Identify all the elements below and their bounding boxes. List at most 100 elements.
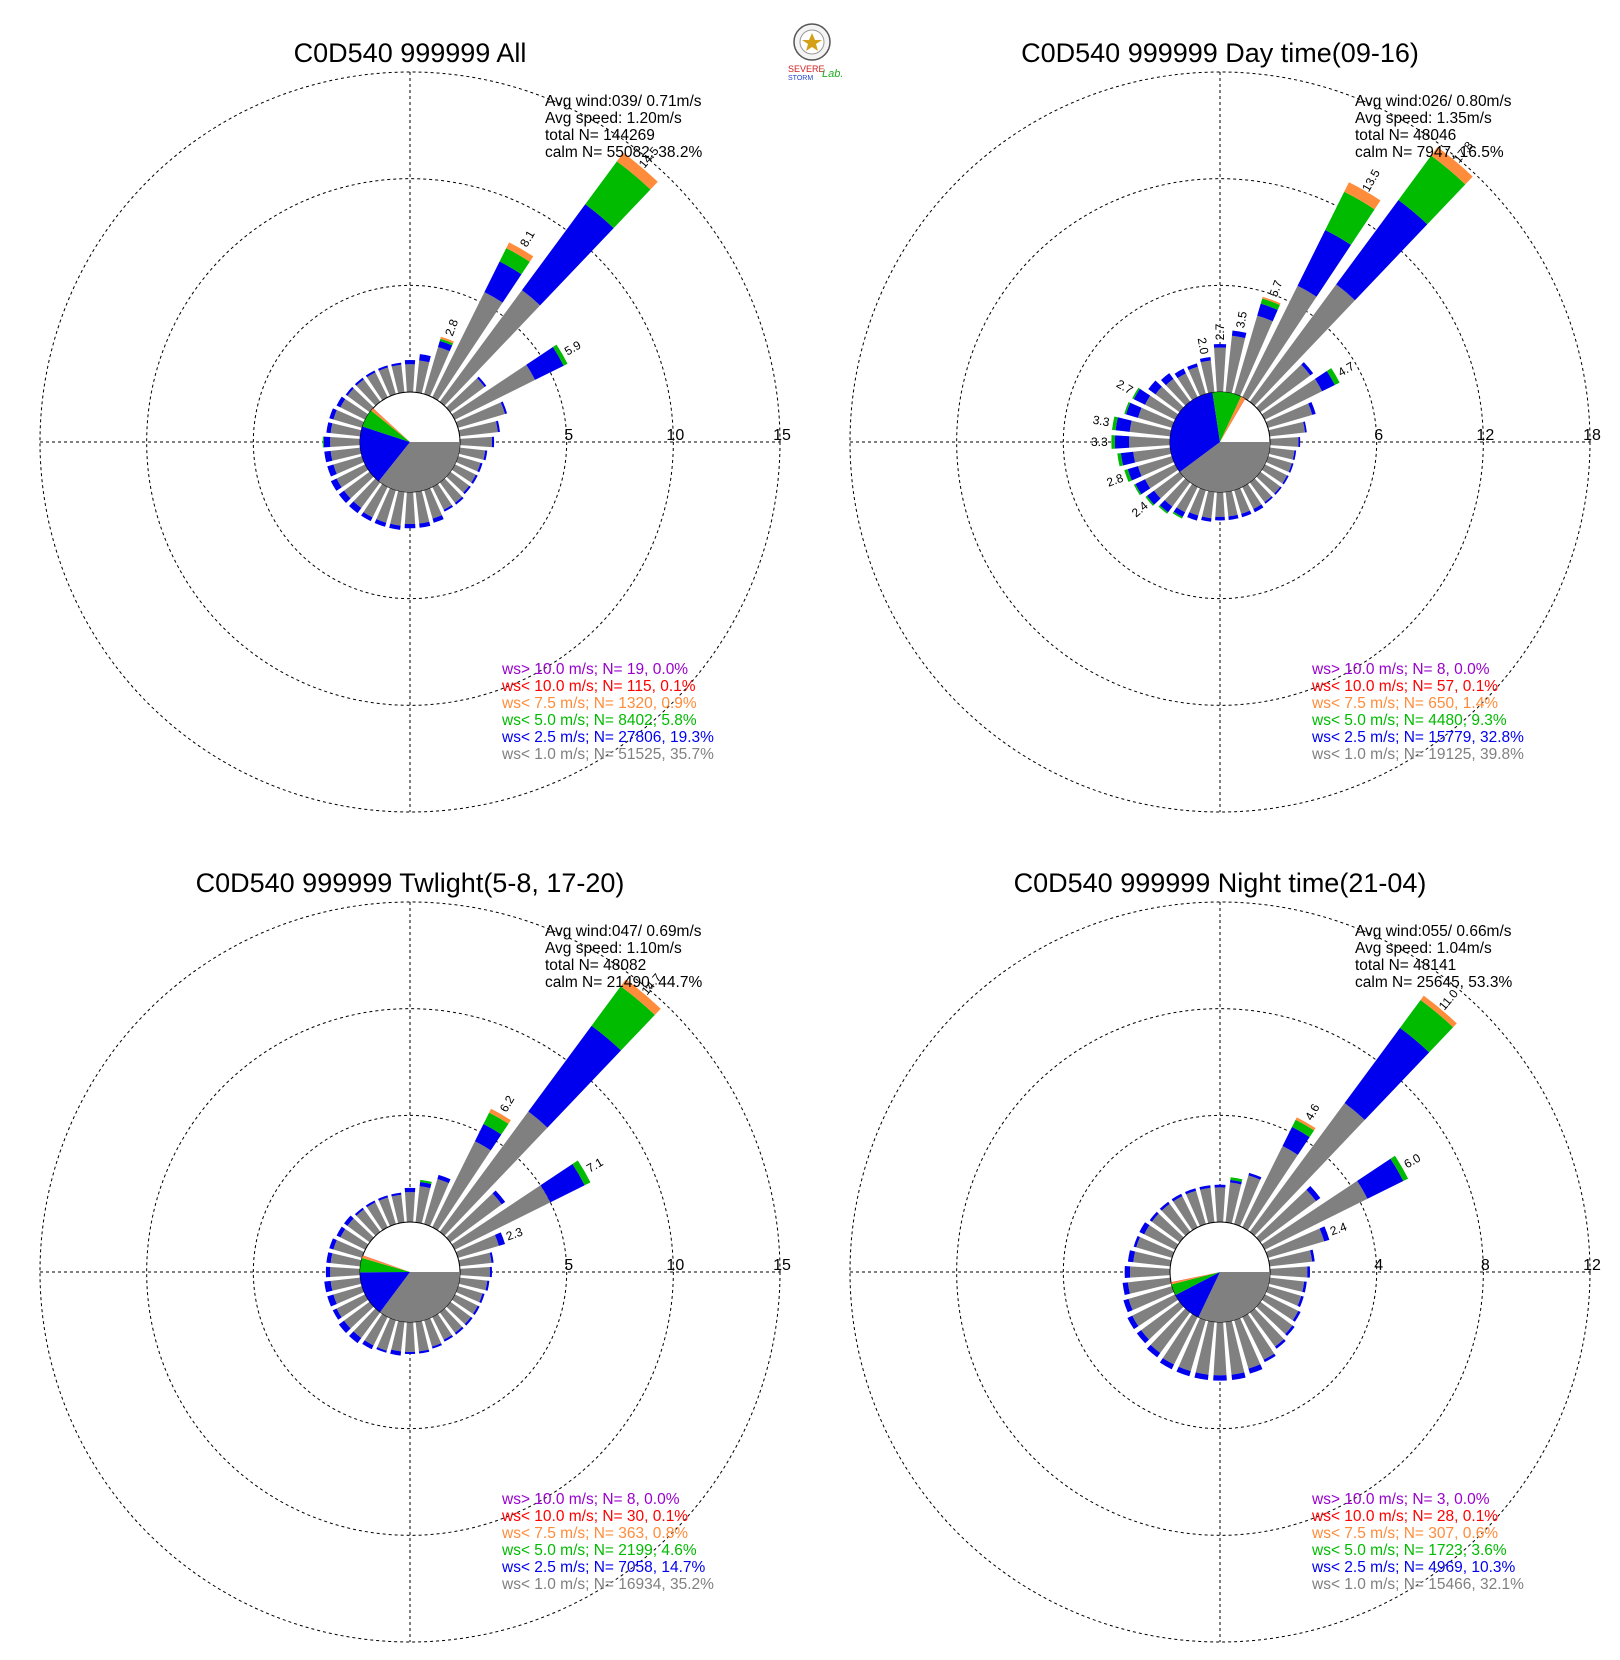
wind-rose-twilight: C0D540 999999 Twlight(5-8, 17-20) 5 10 15 6.… — [39, 868, 791, 1643]
sector-bar-40-bin2 — [1336, 199, 1428, 301]
sector-bar-260-bin1 — [1127, 1277, 1172, 1294]
sector-bar-20-bin1 — [424, 346, 450, 397]
sector-bar-230-bin2 — [338, 1320, 351, 1333]
sector-bar-10-bin3 — [1230, 1177, 1243, 1182]
sector-bar-60-bin2 — [540, 1164, 585, 1203]
sector-bar-30-bin2 — [484, 261, 522, 303]
sector-peak-label: 2.4 — [1328, 1219, 1349, 1238]
logo-text-severe: SEVERE — [788, 64, 825, 74]
legend-entry: ws< 2.5 m/s; N= 4969, 10.3% — [1311, 1559, 1516, 1576]
sector-bar-200-bin1 — [1178, 1317, 1206, 1372]
sector-bar-100-bin2 — [485, 1280, 490, 1291]
sector-bar-220-bin2 — [349, 501, 362, 514]
sector-bar-270-bin2 — [325, 1266, 331, 1278]
sector-bar-250-bin1 — [333, 456, 365, 474]
sector-bar-270-bin2 — [323, 436, 331, 448]
legend-entry: ws< 1.0 m/s; N= 15466, 32.1% — [1311, 1576, 1524, 1593]
wind-rose-day-time: C0D540 999999 Day time(09-16)6 12 1813.517… — [849, 38, 1601, 813]
sector-bar-160-bin1 — [1234, 1317, 1261, 1369]
sector-bar-220-bin1 — [1164, 478, 1191, 507]
sector-bar-40-bin4 — [620, 979, 661, 1015]
stat-line: calm N= 7947, 16.5% — [1355, 144, 1504, 161]
sector-bar-130-bin1 — [1256, 471, 1281, 494]
sector-bar-250-bin3 — [1124, 469, 1132, 482]
calm-pie-slice-bin1 — [1198, 1272, 1270, 1322]
sector-peak-label: 3.3 — [1091, 435, 1108, 449]
sector-bar-310-bin1 — [1151, 1213, 1184, 1243]
sector-bar-130-bin2 — [464, 1316, 473, 1326]
legend-entry: ws< 1.0 m/s; N= 19125, 39.8% — [1311, 746, 1524, 763]
legend-entry: ws> 10.0 m/s; N= 3, 0.0% — [1311, 1491, 1490, 1508]
sector-bar-290-bin1 — [333, 410, 365, 428]
sector-bar-20-bin3 — [439, 338, 454, 346]
sector-bar-250-bin2 — [327, 1294, 337, 1307]
sector-bar-110-bin1 — [455, 456, 481, 472]
radial-tick-label: 15 — [773, 427, 791, 444]
sector-bar-30-bin2 — [1297, 230, 1351, 297]
sector-bar-160-bin2 — [1241, 510, 1252, 518]
sector-bar-230-bin1 — [343, 1301, 374, 1329]
sector-bar-80-bin1 — [1268, 1250, 1313, 1267]
sector-bar-80-bin2 — [1303, 421, 1307, 433]
panel-title: C0D540 999999 All — [294, 38, 527, 68]
legend-entry: ws> 10.0 m/s; N= 19, 0.0% — [501, 661, 688, 678]
sector-bar-330-bin2 — [1174, 368, 1186, 379]
sector-bar-30-bin2 — [1282, 1126, 1310, 1155]
calm-pie-slice-bin4 — [1171, 1272, 1220, 1285]
sector-bar-270-bin1 — [1130, 1266, 1171, 1278]
sector-bar-130-bin2 — [463, 485, 471, 495]
sector-bar-100-bin1 — [458, 1277, 488, 1291]
sector-bar-50-bin1 — [1256, 1189, 1317, 1243]
sector-bar-280-bin2 — [1115, 417, 1132, 432]
sector-bar-160-bin2 — [1248, 1364, 1263, 1374]
sector-bar-200-bin1 — [377, 1317, 396, 1351]
sector-bar-240-bin1 — [1144, 464, 1179, 489]
sector-bar-40-bin2 — [528, 1025, 622, 1128]
sector-peak-label: 2.7 — [1114, 377, 1136, 398]
sector-bar-80-bin2 — [1310, 1249, 1315, 1262]
sector-bar-60-bin1 — [451, 1185, 551, 1250]
sector-bar-80-bin2 — [495, 420, 500, 433]
sector-peak-label: 8.1 — [517, 228, 538, 250]
sector-bar-90-bin2 — [489, 1266, 492, 1278]
sector-bar-260-bin1 — [330, 447, 362, 461]
sector-bar-320-bin1 — [1165, 378, 1191, 406]
sector-bar-30-bin3 — [1292, 1119, 1315, 1138]
sector-bar-330-bin2 — [365, 370, 376, 378]
legend-entry: ws< 5.0 m/s; N= 8402, 5.8% — [501, 712, 697, 729]
sector-peak-label: 6.2 — [497, 1093, 518, 1115]
legend-entry: ws< 7.5 m/s; N= 650, 1.4% — [1311, 695, 1498, 712]
sector-bar-210-bin1 — [363, 483, 388, 518]
sector-peak-label: 7.1 — [584, 1155, 606, 1176]
sector-bar-0-bin2 — [1214, 1184, 1226, 1188]
sector-bar-10-bin1 — [415, 360, 430, 394]
sector-bar-10-bin1 — [1225, 1182, 1242, 1224]
sector-bar-260-bin1 — [330, 1277, 362, 1291]
grid-ring — [252, 1114, 568, 1430]
sector-bar-30-bin3 — [499, 248, 530, 275]
sector-bar-20-bin2 — [1257, 303, 1278, 322]
sector-bar-20-bin4 — [1262, 296, 1281, 305]
sector-bar-330-bin2 — [1171, 1193, 1183, 1202]
sector-bar-290-bin3 — [1124, 402, 1131, 415]
sector-bar-10-bin2 — [419, 1182, 432, 1189]
legend-entry: ws< 7.5 m/s; N= 307, 0.6% — [1311, 1525, 1498, 1542]
sector-bar-290-bin1 — [1137, 407, 1175, 428]
sector-bar-190-bin1 — [1201, 490, 1215, 519]
calm-pie-slice-bin2 — [360, 1272, 410, 1313]
sector-bar-60-bin2 — [526, 347, 564, 380]
sector-bar-280-bin2 — [326, 422, 333, 434]
sector-bar-180-bin2 — [404, 523, 416, 529]
sector-bar-130-bin1 — [1256, 1301, 1293, 1335]
sector-bar-300-bin2 — [1139, 1222, 1150, 1235]
sector-bar-140-bin1 — [439, 1308, 463, 1333]
sector-bar-270-bin2 — [1114, 435, 1130, 449]
sector-bar-100-bin1 — [1268, 447, 1295, 460]
legend-entry: ws< 2.5 m/s; N= 15779, 32.8% — [1311, 729, 1524, 746]
sector-bar-210-bin1 — [1176, 483, 1198, 513]
sector-bar-130-bin2 — [1274, 486, 1282, 495]
sector-bar-140-bin2 — [454, 496, 464, 505]
sector-peak-label: 3.5 — [1233, 310, 1250, 329]
logo-text-lab: Lab. — [822, 68, 843, 80]
sector-bar-280-bin2 — [326, 1252, 333, 1264]
